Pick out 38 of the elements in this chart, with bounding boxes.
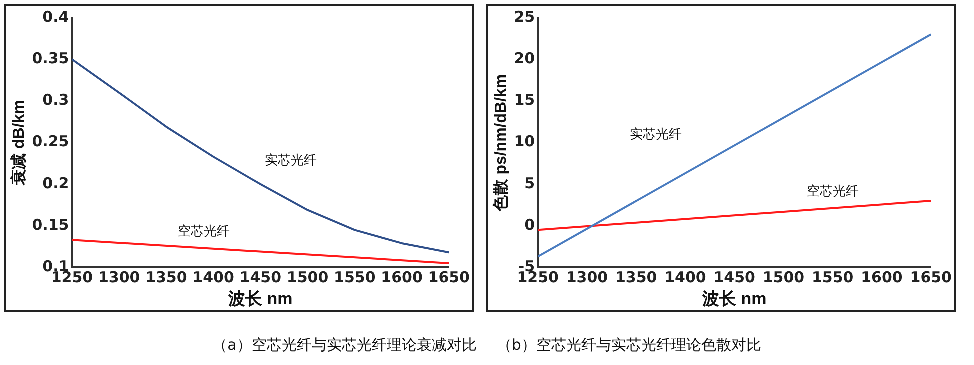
- x-tick-label: 1650: [428, 268, 470, 286]
- series-label: 空芯光纤: [806, 184, 859, 200]
- x-tick-label: 1550: [334, 268, 376, 286]
- x-tick-label: 1400: [192, 268, 234, 286]
- x-axis-title: 波长 nm: [228, 289, 293, 308]
- x-tick-label: 1300: [98, 268, 140, 286]
- y-tick-label: 0.4: [42, 8, 70, 26]
- y-tick-label: 0.2: [42, 174, 70, 192]
- y-tick-label: 0.35: [32, 49, 70, 68]
- x-tick-label: 1600: [861, 268, 903, 286]
- x-tick-label: 1500: [762, 268, 805, 286]
- x-tick-label: 1450: [240, 268, 282, 286]
- x-tick-label: 1350: [615, 268, 658, 286]
- y-axis-title: 衰减 dB/km: [9, 100, 28, 186]
- x-tick-label: 1550: [812, 268, 854, 286]
- y-tick-label: 0.15: [32, 216, 70, 234]
- x-tick-label: 1350: [146, 268, 188, 286]
- y-tick-label: 25: [514, 8, 536, 26]
- x-tick-label: 1400: [664, 268, 706, 286]
- text: （a）空芯光纤与实芯光纤理论衰减对比: [212, 336, 477, 355]
- y-axis-title: 色散 ps/nm/dB/km: [492, 74, 510, 212]
- x-axis-title: 波长 nm: [701, 289, 767, 308]
- series-label: 实芯光纤: [264, 153, 317, 168]
- y-tick-label: 5: [524, 174, 536, 192]
- y-tick-label: 10: [514, 132, 536, 151]
- y-tick-label: 20: [514, 49, 536, 68]
- y-tick-label: 0.3: [42, 91, 70, 110]
- text: 实芯光纤: [630, 128, 682, 143]
- y-tick-label: 0.25: [32, 132, 70, 151]
- x-tick-label: 1500: [286, 268, 329, 286]
- y-tick-label: 15: [514, 91, 536, 110]
- x-tick-label: 1600: [381, 268, 423, 286]
- x-tick-label: 1450: [714, 268, 756, 286]
- series-label: 空芯光纤: [178, 224, 230, 240]
- x-tick-label: 1650: [910, 268, 952, 286]
- text: （b）空芯光纤与实芯光纤理论色散对比: [496, 336, 762, 355]
- y-tick-label: 0: [524, 216, 536, 234]
- x-tick-label: 1300: [566, 268, 608, 286]
